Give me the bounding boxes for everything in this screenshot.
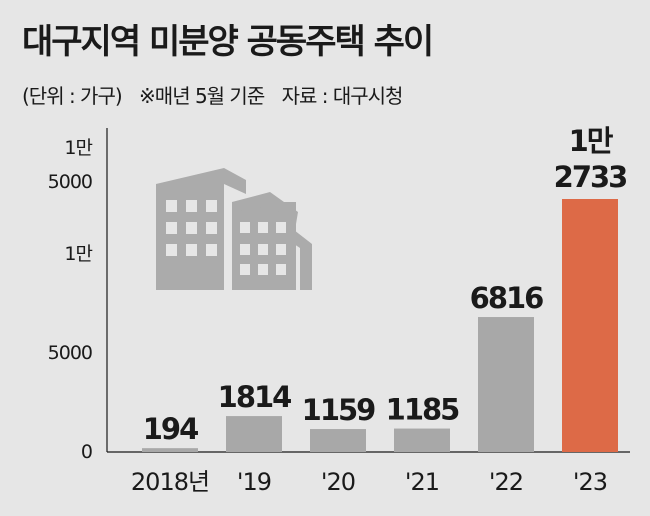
data-label: 1185 bbox=[386, 393, 460, 427]
bar bbox=[478, 317, 534, 452]
source-note: 자료 : 대구시청 bbox=[281, 84, 404, 108]
x-tick-label: '23 bbox=[573, 468, 607, 496]
x-tick-label: '19 bbox=[237, 468, 271, 496]
data-label: 6816 bbox=[470, 281, 544, 315]
bar bbox=[226, 416, 282, 452]
window-icon bbox=[258, 264, 268, 275]
window-icon bbox=[258, 244, 268, 255]
building-left-icon bbox=[156, 168, 246, 290]
y-tick-label: 0 bbox=[81, 441, 92, 463]
y-tick-label: 1만 bbox=[64, 243, 92, 265]
window-icon bbox=[166, 222, 177, 234]
unit-note: (단위 : 가구) bbox=[22, 84, 123, 108]
y-tick-label: 1만 bbox=[64, 137, 92, 159]
window-icon bbox=[206, 200, 217, 212]
data-label: 194 bbox=[143, 412, 198, 446]
chart-subtitle: (단위 : 가구) ※매년 5월 기준 자료 : 대구시청 bbox=[22, 80, 414, 109]
buildings-illustration bbox=[156, 168, 312, 290]
window-icon bbox=[186, 244, 197, 256]
window-icon bbox=[206, 222, 217, 234]
window-icon bbox=[186, 200, 197, 212]
data-label: 1159 bbox=[302, 393, 376, 427]
data-label: 1814 bbox=[218, 380, 292, 414]
y-tick-label: 5000 bbox=[48, 342, 92, 364]
building-side-icon bbox=[294, 230, 312, 290]
x-axis: 2018년 '19 '20 '21 '22 '23 bbox=[131, 468, 608, 496]
bar bbox=[310, 429, 366, 452]
data-label: 2733 bbox=[554, 160, 627, 194]
building-roof-icon bbox=[232, 192, 298, 224]
x-tick-label: '21 bbox=[405, 468, 439, 496]
window-icon bbox=[240, 264, 250, 275]
window-icon bbox=[206, 244, 217, 256]
window-icon bbox=[166, 244, 177, 256]
chart-title: 대구지역 미분양 공동주택 추이 bbox=[22, 22, 434, 62]
x-tick-label: '20 bbox=[321, 468, 355, 496]
window-icon bbox=[258, 222, 268, 233]
basis-note: ※매년 5월 기준 bbox=[139, 84, 265, 108]
window-icon bbox=[276, 244, 286, 255]
window-icon bbox=[240, 244, 250, 255]
window-icon bbox=[276, 264, 286, 275]
y-axis: 0 5000 1만 5000 1만 bbox=[48, 137, 94, 463]
y-tick-label: 5000 bbox=[48, 171, 92, 193]
window-icon bbox=[166, 200, 177, 212]
data-label: 1만 bbox=[569, 124, 614, 158]
x-tick-label: '22 bbox=[489, 468, 523, 496]
window-icon bbox=[240, 222, 250, 233]
window-icon bbox=[186, 222, 197, 234]
window-icon bbox=[276, 222, 286, 233]
bar bbox=[142, 448, 198, 452]
bar bbox=[562, 199, 618, 452]
bar bbox=[394, 428, 450, 452]
x-tick-label: 2018년 bbox=[131, 468, 209, 496]
